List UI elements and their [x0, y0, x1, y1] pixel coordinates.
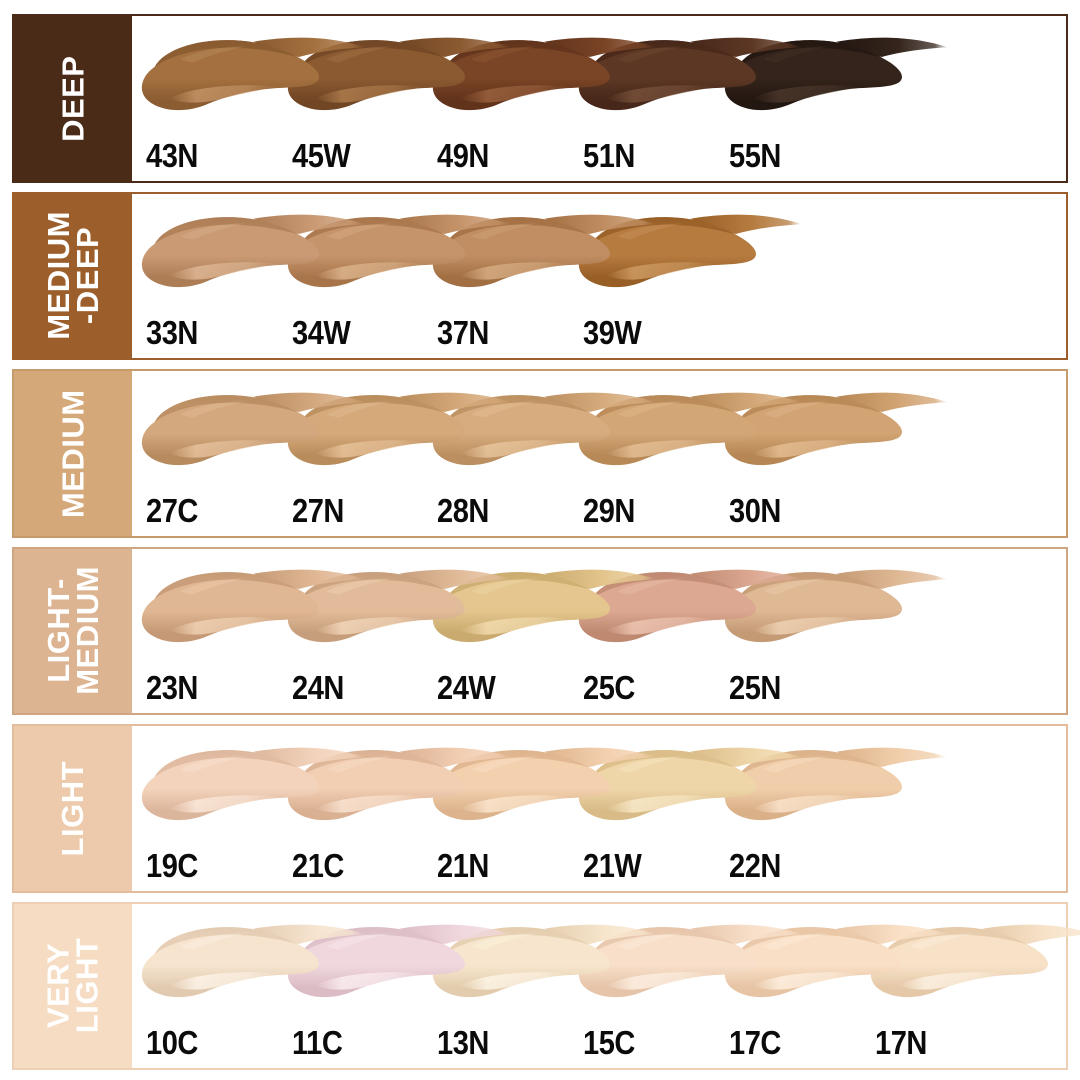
shade-code-label: 33N — [146, 314, 198, 351]
category-panel-very-light: VERY LIGHT — [14, 903, 132, 1068]
shade-code-label: 28N — [437, 491, 490, 529]
swatch-55n[interactable]: 55N — [715, 16, 958, 181]
shade-row-light-medium: LIGHT- MEDIUM 23N 24N 24W 25C 25N — [12, 546, 1068, 715]
category-label-medium-deep: MEDIUM -DEEP — [40, 211, 105, 341]
shade-code-label: 29N — [583, 491, 636, 529]
shade-code-label: 25N — [728, 669, 781, 706]
shade-row-very-light: VERY LIGHT 10C 11C 13N 15C 17C 17N — [12, 901, 1080, 1070]
swatch-strip-light-medium: 23N 24N 24W 25C 25N — [132, 548, 1066, 714]
shade-code-label: 13N — [437, 1024, 490, 1061]
swatch-25n[interactable]: 25N — [715, 549, 958, 714]
swatch-smear-15c — [569, 904, 812, 1025]
category-panel-light: LIGHT — [14, 726, 132, 891]
shade-row-deep: DEEP 43N 45W 49N 51N 55N — [12, 14, 1068, 183]
swatch-smear-21c — [278, 726, 521, 847]
shade-code-label: 24W — [437, 669, 496, 706]
shade-code-label: 45W — [291, 136, 351, 174]
swatch-strip-light: 19C 21C 21N 21W 22N — [132, 726, 1066, 891]
category-panel-deep: DEEP — [14, 16, 132, 181]
shade-code-label: 17C — [728, 1024, 781, 1061]
shade-row-light: LIGHT 19C 21C 21N 21W 22N — [12, 724, 1068, 893]
shade-code-label: 19C — [146, 846, 198, 884]
swatch-smear-27c — [132, 371, 375, 492]
category-label-light: LIGHT — [55, 760, 91, 857]
shade-code-label: 27N — [291, 491, 344, 529]
shade-code-label: 34W — [291, 314, 351, 351]
swatch-smear-19c — [132, 726, 375, 847]
swatch-smear-10c — [132, 904, 375, 1025]
shade-code-label: 55N — [728, 136, 781, 174]
swatch-strip-deep: 43N 45W 49N 51N 55N — [132, 16, 1066, 181]
swatch-smear-25n — [715, 549, 958, 670]
shade-code-label: 30N — [728, 491, 781, 529]
shade-code-label: 27C — [146, 491, 198, 529]
shade-code-label: 25C — [583, 669, 636, 706]
category-label-very-light: VERY LIGHT — [40, 938, 105, 1034]
category-panel-light-medium: LIGHT- MEDIUM — [14, 548, 132, 713]
swatch-21n[interactable]: 21N — [423, 726, 666, 891]
shade-code-label: 21W — [583, 846, 642, 884]
shade-code-label: 49N — [437, 136, 490, 174]
swatch-23n[interactable]: 23N — [132, 549, 375, 714]
swatch-10c[interactable]: 10C — [132, 904, 375, 1069]
shade-code-label: 11C — [291, 1024, 343, 1061]
swatch-smear-33n — [132, 194, 375, 315]
swatch-51n[interactable]: 51N — [569, 16, 812, 181]
category-label-light-medium: LIGHT- MEDIUM — [40, 566, 105, 696]
shade-code-label: 17N — [874, 1024, 927, 1061]
swatch-17c[interactable]: 17C — [715, 904, 958, 1069]
swatch-strip-medium: 27C 27N 28N 29N 30N — [132, 371, 1066, 536]
shade-code-label: 51N — [583, 136, 636, 174]
swatch-smear-39w — [569, 194, 812, 315]
swatch-strip-medium-deep: 33N 34W 37N 39W — [132, 193, 1066, 359]
swatch-33n[interactable]: 33N — [132, 194, 375, 359]
swatch-43n[interactable]: 43N — [132, 16, 375, 181]
swatch-smear-43n — [132, 16, 375, 137]
swatch-smear-21n — [423, 726, 666, 847]
category-panel-medium: MEDIUM — [14, 371, 132, 536]
category-panel-medium-deep: MEDIUM -DEEP — [14, 193, 132, 358]
swatch-27c[interactable]: 27C — [132, 371, 375, 536]
shade-code-label: 24N — [291, 669, 344, 706]
swatch-smear-23n — [132, 549, 375, 670]
swatch-39w[interactable]: 39W — [569, 194, 812, 359]
shade-row-medium: MEDIUM 27C 27N 28N 29N 30N — [12, 369, 1068, 538]
shade-row-medium-deep: MEDIUM -DEEP 33N 34W 37N 39W — [12, 191, 1068, 360]
shade-code-label: 22N — [728, 846, 781, 884]
category-label-deep: DEEP — [55, 55, 91, 142]
shade-code-label: 43N — [146, 136, 198, 174]
shade-code-label: 21N — [437, 846, 490, 884]
shade-code-label: 37N — [437, 314, 490, 351]
shade-code-label: 15C — [583, 1024, 636, 1061]
shade-code-label: 10C — [146, 1024, 198, 1061]
swatch-21c[interactable]: 21C — [278, 726, 521, 891]
shade-code-label: 23N — [146, 669, 198, 706]
shade-code-label: 21C — [291, 846, 344, 884]
swatch-strip-very-light: 10C 11C 13N 15C 17C 17N — [132, 903, 1080, 1069]
swatch-11c[interactable]: 11C — [278, 904, 521, 1069]
swatch-15c[interactable]: 15C — [569, 904, 812, 1069]
category-label-medium: MEDIUM — [55, 388, 91, 518]
shade-code-label: 39W — [583, 314, 642, 351]
swatch-19c[interactable]: 19C — [132, 726, 375, 891]
